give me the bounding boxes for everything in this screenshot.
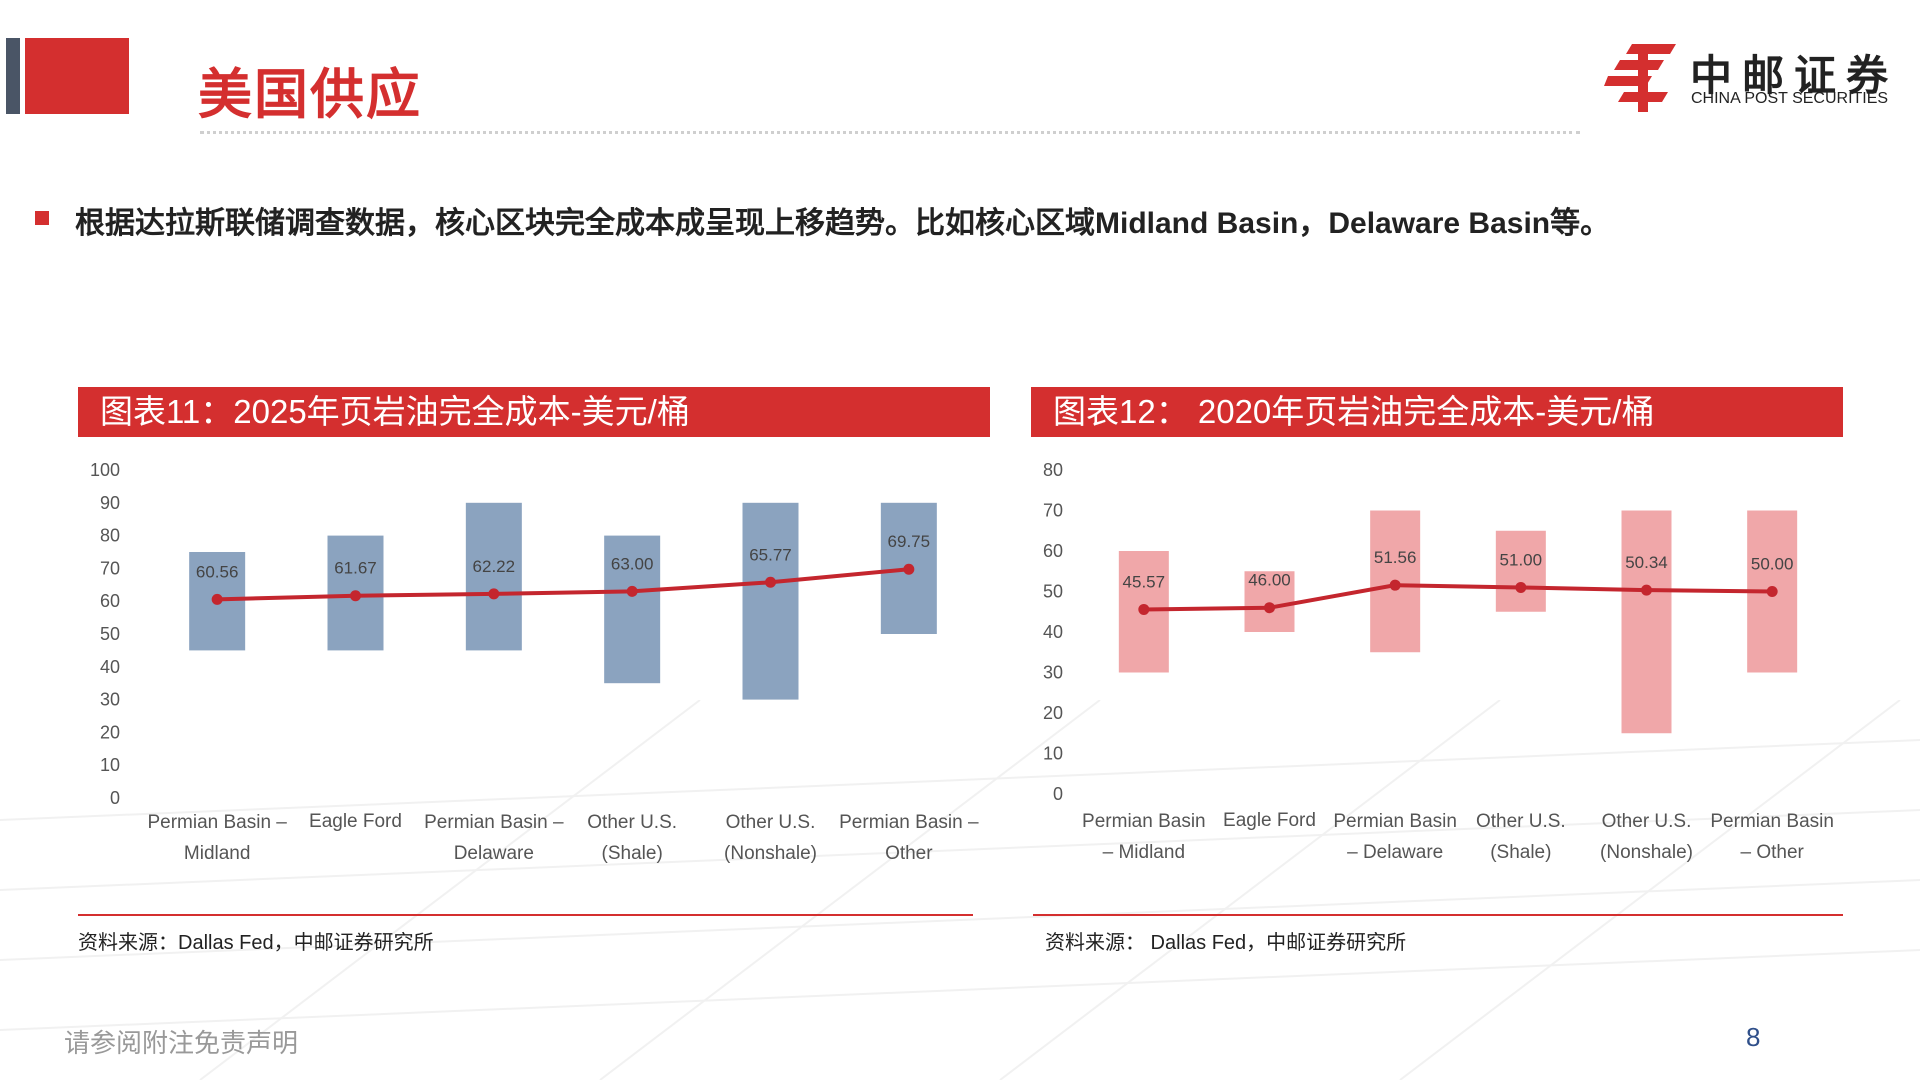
y-tick-label: 10 [1043,744,1063,764]
y-tick-label: 100 [90,460,120,480]
range-bar [742,502,799,700]
category-label: Delaware [454,843,534,864]
range-bar [1244,571,1295,632]
data-label: 61.67 [334,559,377,578]
y-tick-label: 40 [100,657,120,677]
category-label: Eagle Ford [309,811,402,832]
cost-point [211,593,223,605]
category-label: Permian Basin [1333,811,1457,832]
cost-point [1641,584,1652,596]
cost-point [488,588,500,600]
title-divider [200,131,1580,134]
category-label: Permian Basin – [839,812,979,833]
category-label: Permian Basin – [147,812,287,833]
y-tick-label: 40 [1043,622,1063,642]
data-label: 50.34 [1625,553,1668,572]
cost-point [1264,602,1275,614]
y-tick-label: 80 [100,526,120,546]
data-label: 50.00 [1751,555,1794,574]
y-tick-label: 60 [1043,541,1063,561]
chart1-source: 资料来源：Dallas Fed，中邮证券研究所 [78,932,434,954]
category-label: Other [885,843,933,864]
data-label: 45.57 [1123,572,1166,591]
y-tick-label: 30 [100,690,120,710]
category-label: Other U.S. [726,812,816,833]
cost-point [350,590,361,602]
bullet-marker [35,211,49,225]
china-post-logo-icon [1604,44,1676,112]
range-bar [1495,530,1546,612]
data-label: 51.56 [1374,548,1417,567]
category-label: Permian Basin – [424,812,564,833]
range-bar [465,502,522,651]
data-label: 60.56 [196,562,239,581]
y-tick-label: 0 [110,788,120,808]
logo-english-name: CHINA POST SECURITIES [1691,90,1889,107]
category-label: Midland [184,843,251,864]
data-label: 46.00 [1248,571,1291,590]
cost-point [1515,581,1527,593]
company-logo: 中邮证券 CHINA POST SECURITIES [1604,40,1904,112]
chart2-source: 资料来源： Dallas Fed，中邮证券研究所 [1045,932,1407,954]
y-tick-label: 10 [100,755,120,775]
category-label: Eagle Ford [1223,810,1316,831]
data-label: 51.00 [1500,550,1543,569]
cost-point [626,585,638,597]
category-label: Permian Basin [1082,811,1206,832]
data-label: 65.77 [749,545,792,564]
y-tick-label: 70 [1043,501,1063,521]
category-label: Other U.S. [587,812,677,833]
range-bar [1621,510,1672,734]
category-label: Other U.S. [1602,811,1692,832]
y-tick-label: 60 [100,591,120,611]
category-label: Other U.S. [1476,811,1566,832]
cost-line [217,567,910,602]
y-tick-label: 20 [1043,703,1063,723]
data-label: 69.75 [888,532,931,551]
y-tick-label: 90 [100,493,120,513]
category-label: Permian Basin [1710,811,1834,832]
bullet-text: 根据达拉斯联储调查数据，核心区块完全成本成呈现上移趋势。比如核心区域Midlan… [75,207,1611,240]
chart2-header: 图表12： 2020年页岩油完全成本-美元/桶 [1031,387,1843,437]
category-label: (Shale) [602,843,663,864]
y-tick-label: 50 [100,624,120,644]
y-tick-label: 70 [100,558,120,578]
background-decoration [0,700,1920,1080]
y-tick-label: 50 [1043,582,1063,602]
data-label: 62.22 [473,557,516,576]
header-accent-red [25,38,129,114]
chart2-source-divider [1033,914,1843,916]
disclaimer-text: 请参阅附注免责声明 [64,1028,299,1058]
category-label: (Nonshale) [1600,842,1693,863]
logo-chinese-name: 中邮证券 [1690,52,1899,99]
chart1-plot: 0 10 20 30 40 50 60 70 80 90 100 60.56 61.67 62.22 63.… [90,460,979,864]
category-label: (Nonshale) [724,843,817,864]
cost-point [903,563,915,575]
data-label: 63.00 [611,554,654,573]
range-bar [604,535,661,684]
chart2-plot: 0 10 20 30 40 50 60 70 80 45.57 46.00 51.56 51.00 50.… [1043,460,1834,863]
category-label: – Delaware [1347,842,1443,863]
header-accent-gray [6,38,20,114]
cost-point [765,576,776,588]
cost-point [1766,586,1778,597]
cost-point [1138,603,1150,615]
y-tick-label: 80 [1043,460,1063,480]
page-number: 8 [1746,1022,1761,1052]
page-title: 美国供应 [198,65,422,125]
y-tick-label: 0 [1053,784,1063,804]
category-label: – Other [1740,842,1804,863]
chart1-header: 图表11：2025年页岩油完全成本-美元/桶 [78,387,990,437]
chart1-source-divider [78,914,973,916]
cost-point [1389,579,1401,591]
category-label: (Shale) [1490,842,1551,863]
y-tick-label: 30 [1043,663,1063,683]
y-tick-label: 20 [100,722,120,742]
category-label: – Midland [1103,842,1185,863]
cost-line [1143,583,1773,612]
